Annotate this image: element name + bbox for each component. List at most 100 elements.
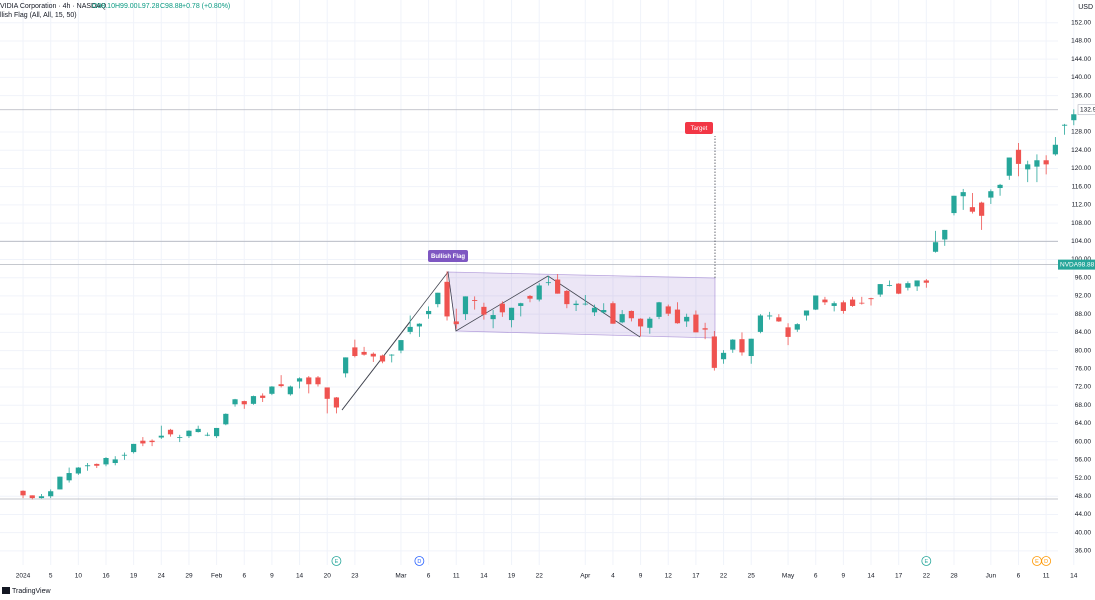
y-tick-label: 120.00 bbox=[1071, 165, 1091, 172]
candle-body bbox=[914, 280, 920, 287]
high-tag bbox=[1077, 104, 1095, 116]
y-tick-label: 60.00 bbox=[1075, 438, 1092, 445]
x-tick-label: 6 bbox=[242, 573, 246, 580]
candle-body bbox=[656, 302, 662, 317]
candle-body bbox=[849, 299, 856, 306]
candle-body bbox=[167, 429, 174, 435]
x-tick-label: 17 bbox=[895, 573, 903, 580]
candle-body bbox=[435, 292, 441, 305]
candle-body bbox=[803, 310, 810, 316]
x-tick-label: 17 bbox=[692, 573, 700, 580]
x-tick-label: 2024 bbox=[16, 573, 31, 580]
candle-body bbox=[343, 357, 349, 374]
y-tick-label: 116.00 bbox=[1072, 183, 1092, 190]
y-tick-label: 108.00 bbox=[1071, 220, 1091, 227]
x-tick-label: 20 bbox=[324, 573, 332, 580]
candle-body bbox=[1015, 149, 1022, 164]
x-tick-label: 14 bbox=[480, 573, 488, 580]
y-tick-label: 92.00 bbox=[1075, 293, 1092, 300]
indicator: llish Flag (All, All, 15, 50) bbox=[0, 12, 77, 19]
event-label: E bbox=[924, 559, 928, 565]
event-marker bbox=[414, 556, 425, 566]
candle-body bbox=[564, 290, 570, 305]
candle-body bbox=[545, 282, 552, 284]
candle-body bbox=[1061, 124, 1068, 126]
high-tag-label: 132.9 bbox=[1080, 106, 1095, 113]
candle-body bbox=[84, 465, 91, 467]
candle-body bbox=[757, 315, 764, 332]
quote-low: L97.28 bbox=[138, 3, 160, 10]
candle-body bbox=[997, 184, 1003, 189]
candle-body bbox=[582, 303, 588, 305]
x-tick-label: 16 bbox=[102, 573, 110, 580]
pattern-label-box bbox=[428, 250, 468, 262]
y-tick-label: 52.00 bbox=[1075, 475, 1092, 482]
candle-body bbox=[296, 378, 303, 382]
candle-body bbox=[822, 299, 828, 303]
x-tick-label: 4 bbox=[611, 573, 615, 580]
quote-high: H99.00 bbox=[115, 3, 138, 10]
y-tick-label: 64.00 bbox=[1075, 420, 1092, 427]
candle-body bbox=[932, 242, 939, 252]
pattern-line bbox=[341, 270, 641, 411]
candle-body bbox=[241, 401, 247, 405]
candle-body bbox=[389, 354, 395, 356]
candle-body bbox=[508, 307, 515, 321]
last-price-value: 98.88 bbox=[1078, 261, 1095, 268]
candle-body bbox=[794, 324, 800, 330]
candle-body bbox=[352, 347, 358, 357]
candle-body bbox=[38, 496, 45, 499]
y-tick-label: 112.00 bbox=[1072, 202, 1092, 209]
y-tick-label: 136.00 bbox=[1071, 92, 1091, 99]
candle-body bbox=[868, 298, 874, 300]
last-price-tag bbox=[1058, 259, 1095, 270]
candle-body bbox=[951, 195, 957, 214]
candle-body bbox=[223, 413, 229, 425]
event-label: D bbox=[417, 559, 421, 565]
candle-body bbox=[48, 491, 54, 497]
y-tick-label: 44.00 bbox=[1075, 511, 1092, 518]
candle-body bbox=[416, 323, 422, 327]
y-tick-label: 48.00 bbox=[1075, 493, 1092, 500]
candle-body bbox=[177, 437, 183, 438]
candle-body bbox=[601, 310, 607, 313]
candle-body bbox=[748, 338, 754, 357]
x-tick-label: 14 bbox=[1070, 573, 1078, 580]
candle-body bbox=[333, 397, 340, 408]
y-tick-label: 80.00 bbox=[1075, 347, 1092, 354]
candle-body bbox=[20, 490, 26, 496]
currency: USD bbox=[1078, 4, 1093, 11]
candle-body bbox=[1034, 160, 1040, 167]
candle-body bbox=[140, 440, 146, 444]
candle-body bbox=[730, 339, 736, 350]
y-tick-label: 84.00 bbox=[1075, 329, 1092, 336]
x-tick-label: 9 bbox=[639, 573, 643, 580]
candle-body bbox=[647, 318, 653, 328]
candle-body bbox=[287, 386, 293, 395]
y-tick-label: 96.00 bbox=[1075, 274, 1092, 281]
candle-body bbox=[720, 352, 727, 360]
event-label: E bbox=[335, 559, 339, 565]
flag-area bbox=[447, 271, 716, 339]
candle-body bbox=[306, 377, 312, 385]
x-tick-label: 22 bbox=[720, 573, 728, 580]
candle-body bbox=[499, 303, 505, 313]
candle-body bbox=[536, 285, 542, 300]
quote-change: +0.78 (+0.80%) bbox=[182, 3, 230, 10]
candle-body bbox=[379, 355, 386, 362]
candle-body bbox=[693, 314, 699, 333]
candle-body bbox=[481, 306, 487, 315]
candle-body bbox=[29, 495, 35, 499]
candle-body bbox=[1025, 164, 1031, 170]
x-tick-label: 12 bbox=[665, 573, 673, 580]
candle-body bbox=[472, 300, 478, 301]
target-label-box bbox=[685, 122, 713, 134]
candle-body bbox=[877, 284, 883, 295]
candle-body bbox=[66, 473, 72, 481]
pole-line bbox=[341, 321, 411, 411]
candle-body bbox=[813, 295, 819, 310]
event-marker bbox=[921, 556, 932, 566]
x-tick-label: 25 bbox=[748, 573, 756, 580]
candle-body bbox=[619, 314, 625, 323]
